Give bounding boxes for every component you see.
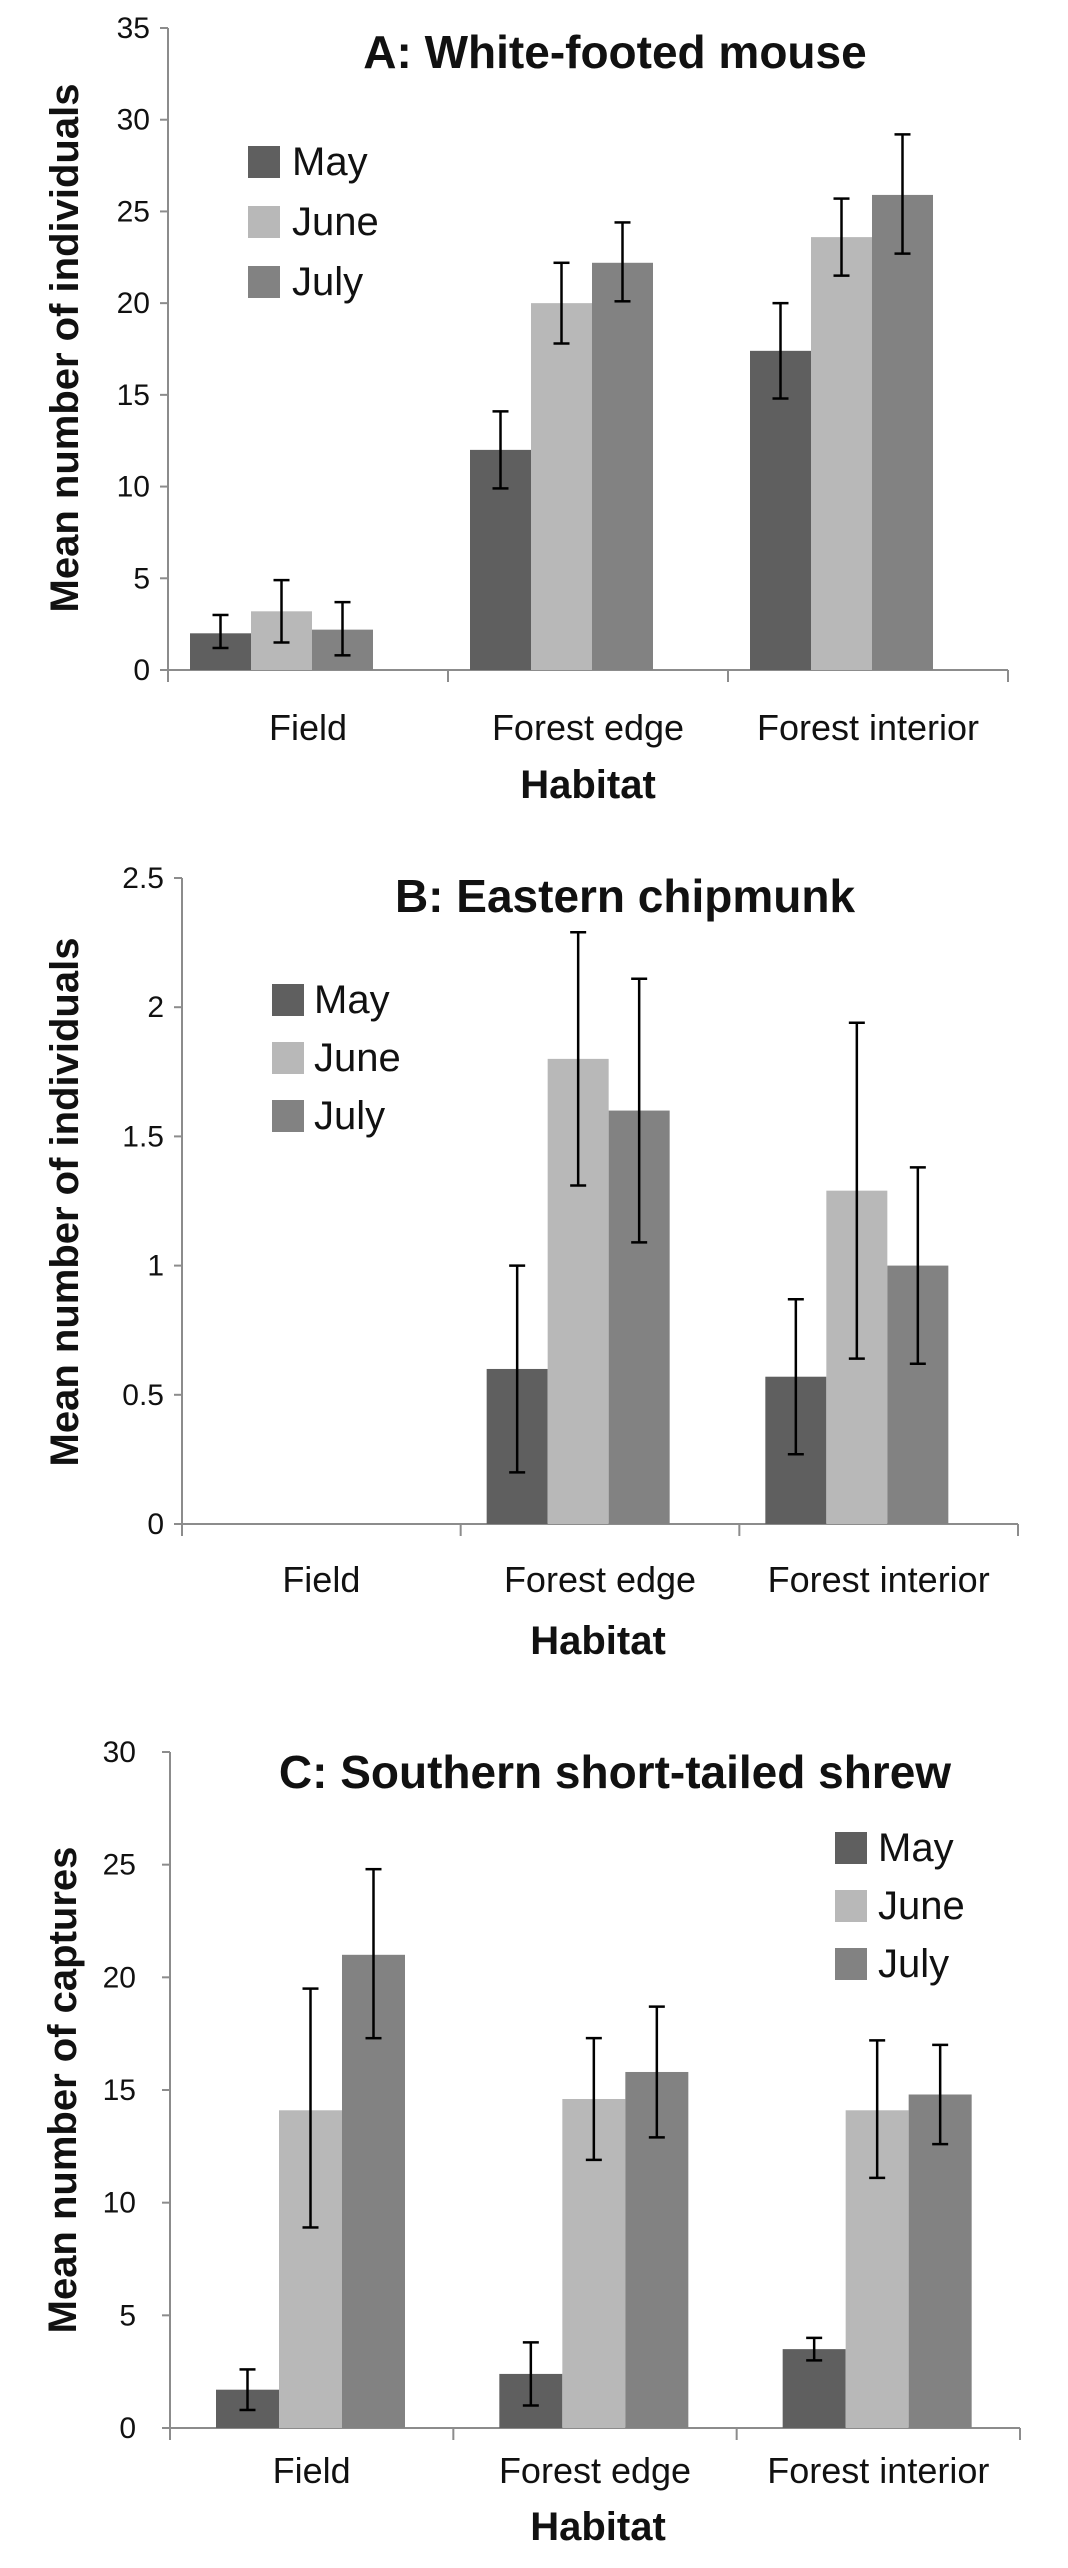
x-axis-title: Habitat bbox=[530, 2505, 666, 2549]
y-tick-label: 15 bbox=[117, 379, 150, 412]
y-tick-label: 25 bbox=[117, 195, 150, 228]
legend-label-july: July bbox=[292, 260, 363, 304]
plot-area: 0 5 10 15 20 25 30 Field Forest edge Forest inter… bbox=[103, 1736, 1021, 2491]
error-bar bbox=[772, 301, 789, 400]
y-tick-label: 0 bbox=[133, 654, 150, 687]
y-tick-label: 0.5 bbox=[122, 1379, 164, 1412]
y-tick-label: 35 bbox=[117, 12, 150, 45]
legend-swatch-july bbox=[272, 1100, 304, 1132]
x-tick-label: Forest edge bbox=[504, 1559, 696, 1600]
legend-label-july: July bbox=[878, 1942, 949, 1986]
bar-june bbox=[531, 303, 592, 670]
plot-area: 0 5 10 15 20 25 30 35 Field Forest edge Forest int… bbox=[117, 12, 1009, 748]
bar-july bbox=[592, 262, 653, 670]
chart-panel-c: C: Southern short-tailed shrew Mean numb… bbox=[41, 1736, 1021, 2549]
bar-july bbox=[872, 194, 933, 671]
bar-june bbox=[811, 237, 872, 670]
x-tick-label: Field bbox=[282, 1559, 360, 1600]
legend: May June July bbox=[248, 140, 379, 304]
error-bar bbox=[869, 2039, 886, 2180]
x-tick-label: Forest interior bbox=[768, 1559, 990, 1600]
x-tick-label: Forest edge bbox=[492, 707, 684, 748]
error-bar bbox=[522, 2341, 539, 2407]
plot-area: 0 0.5 1 1.5 2 2.5 Field Forest edge Forest inter… bbox=[122, 862, 1019, 1600]
legend-swatch-june bbox=[272, 1042, 304, 1074]
legend: May June July bbox=[272, 978, 401, 1138]
y-tick-label: 2.5 bbox=[122, 862, 164, 895]
legend-swatch-june bbox=[835, 1890, 867, 1922]
y-tick-label: 5 bbox=[133, 562, 150, 595]
legend-label-june: June bbox=[314, 1036, 401, 1080]
legend-label-june: June bbox=[292, 200, 379, 244]
error-bar bbox=[302, 1987, 319, 2229]
x-tick-label: Forest edge bbox=[499, 2450, 691, 2491]
chart-title: C: Southern short-tailed shrew bbox=[279, 1746, 951, 1798]
x-tick-label: Field bbox=[273, 2450, 351, 2491]
legend-label-may: May bbox=[292, 140, 368, 184]
error-bar bbox=[553, 261, 570, 345]
x-axis-title: Habitat bbox=[520, 763, 656, 807]
error-bar bbox=[492, 410, 509, 490]
legend-label-june: June bbox=[878, 1884, 965, 1928]
legend-label-may: May bbox=[878, 1826, 954, 1870]
legend-swatch-june bbox=[248, 206, 280, 238]
legend: May June July bbox=[835, 1826, 965, 1986]
chart-panel-b: B: Eastern chipmunk Mean number of indiv… bbox=[43, 862, 1019, 1663]
y-tick-label: 10 bbox=[117, 471, 150, 504]
y-tick-label: 0 bbox=[147, 1508, 164, 1541]
y-tick-label: 30 bbox=[103, 1736, 136, 1769]
error-bar bbox=[833, 197, 850, 277]
error-bar bbox=[894, 133, 911, 255]
y-tick-label: 30 bbox=[117, 104, 150, 137]
y-tick-label: 10 bbox=[103, 2187, 136, 2220]
error-bar bbox=[648, 2005, 665, 2139]
x-tick-label: Field bbox=[269, 707, 347, 748]
y-axis-title: Mean number of individuals bbox=[43, 938, 87, 1467]
bar-may bbox=[782, 2349, 846, 2428]
chart-title: B: Eastern chipmunk bbox=[395, 870, 856, 922]
y-tick-label: 2 bbox=[147, 991, 164, 1024]
error-bar bbox=[239, 2368, 256, 2412]
error-bar bbox=[365, 1867, 382, 2040]
error-bar bbox=[585, 2036, 602, 2162]
y-tick-label: 0 bbox=[119, 2412, 136, 2445]
legend-swatch-july bbox=[248, 266, 280, 298]
x-tick-label: Forest interior bbox=[767, 2450, 989, 2491]
legend-swatch-july bbox=[835, 1948, 867, 1980]
error-bar bbox=[570, 931, 587, 1187]
y-tick-label: 15 bbox=[103, 2074, 136, 2107]
chart-title: A: White-footed mouse bbox=[363, 26, 866, 78]
error-bar bbox=[334, 600, 351, 657]
y-tick-label: 1.5 bbox=[122, 1120, 164, 1153]
chart-panel-a: A: White-footed mouse Mean number of ind… bbox=[43, 12, 1009, 807]
error-bar bbox=[787, 1297, 804, 1456]
legend-swatch-may bbox=[835, 1832, 867, 1864]
legend-swatch-may bbox=[272, 984, 304, 1016]
error-bar bbox=[273, 578, 290, 644]
bar-july bbox=[908, 2094, 972, 2428]
error-bar bbox=[631, 977, 648, 1244]
error-bar bbox=[848, 1021, 865, 1360]
error-bar bbox=[509, 1264, 526, 1474]
y-tick-label: 25 bbox=[103, 1849, 136, 1882]
y-tick-label: 1 bbox=[147, 1250, 164, 1283]
error-bar bbox=[932, 2043, 949, 2146]
y-tick-label: 20 bbox=[117, 287, 150, 320]
legend-label-may: May bbox=[314, 978, 390, 1022]
bar-may bbox=[750, 350, 811, 670]
legend-label-july: July bbox=[314, 1094, 385, 1138]
error-bar bbox=[806, 2336, 823, 2362]
x-axis-title: Habitat bbox=[530, 1619, 666, 1663]
legend-swatch-may bbox=[248, 146, 280, 178]
error-bar bbox=[614, 221, 631, 303]
y-axis-title: Mean number of captures bbox=[41, 1847, 85, 2334]
y-axis-title: Mean number of individuals bbox=[43, 84, 87, 613]
error-bar bbox=[212, 613, 229, 650]
error-bar bbox=[909, 1166, 926, 1366]
y-tick-label: 20 bbox=[103, 1961, 136, 1994]
y-tick-label: 5 bbox=[119, 2299, 136, 2332]
x-tick-label: Forest interior bbox=[757, 707, 979, 748]
